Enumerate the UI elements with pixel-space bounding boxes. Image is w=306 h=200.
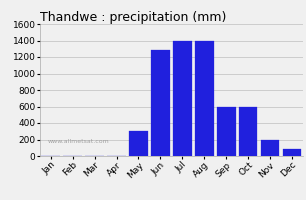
Bar: [239, 106, 257, 156]
Bar: [129, 131, 148, 156]
Bar: [173, 40, 192, 156]
Bar: [261, 140, 279, 156]
Text: www.allmetsat.com: www.allmetsat.com: [48, 139, 110, 144]
Bar: [151, 50, 170, 156]
Bar: [283, 149, 301, 156]
Bar: [217, 106, 236, 156]
Bar: [195, 41, 214, 156]
Text: Thandwe : precipitation (mm): Thandwe : precipitation (mm): [40, 11, 226, 24]
